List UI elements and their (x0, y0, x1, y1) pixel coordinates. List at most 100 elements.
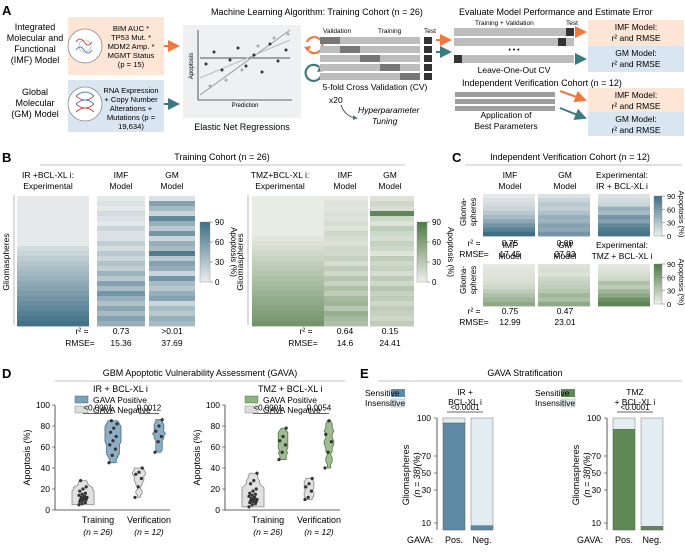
svg-text:0.09: 0.09 (557, 238, 574, 248)
data-point (307, 482, 311, 486)
heatmap-cell (538, 231, 590, 237)
data-point (253, 495, 257, 499)
hyper-arrow (340, 104, 358, 121)
b-heatmaps (17, 196, 414, 327)
heatmap-cell (538, 223, 590, 228)
legend-sensitive-swatch (561, 389, 575, 397)
heatmap-cell (17, 251, 89, 257)
svg-text:r² and RMSE: r² and RMSE (611, 101, 660, 111)
heatmap-cell (252, 281, 324, 287)
x-category-label: Neg. (472, 535, 491, 545)
p-value-label: <0.0001 (450, 403, 480, 412)
svg-text:Experimental:: Experimental: (596, 240, 648, 250)
heatmap-cell (97, 276, 145, 282)
heatmap-cell (370, 321, 414, 327)
bp-arrow-teal (559, 107, 587, 120)
heatmap-cell (598, 293, 650, 298)
svg-text:Best Parameters: Best Parameters (474, 121, 537, 131)
panel-e-title: GAVA Stratification (487, 368, 562, 378)
heatmap-cell (538, 264, 590, 269)
svg-text:r² =: r² = (468, 306, 481, 316)
heatmap-cell (97, 311, 145, 317)
data-point (84, 485, 88, 489)
data-point (255, 471, 259, 475)
hyper-label: Hyperparameter Tuning (358, 105, 421, 126)
y-tick-label: 20 (211, 484, 221, 494)
heatmap-cell (324, 231, 368, 237)
svg-text:0.64: 0.64 (337, 326, 354, 336)
data-point (281, 434, 285, 439)
heatmap-cell (97, 271, 145, 277)
heatmap-cell (598, 231, 650, 237)
svg-text:RMSE=: RMSE= (459, 249, 489, 259)
data-point (79, 495, 83, 499)
data-point (80, 502, 84, 506)
heatmap-cell (149, 201, 195, 207)
data-point (326, 450, 330, 454)
b-right-scale: 90 60 30 0 Apoptosis (%) (416, 218, 455, 287)
heatmap-cell (370, 296, 414, 302)
data-point (160, 418, 164, 422)
bar-sensitive (640, 526, 664, 531)
heatmap-cell (17, 291, 89, 297)
heatmap-cell (538, 285, 590, 290)
x-group-label: Verification (127, 515, 171, 525)
c-top-stats: r² = RMSE= 0.75 17.45 0.09 27.93 (459, 238, 576, 259)
svg-text:IMF: IMF (114, 170, 129, 180)
svg-text:0.73: 0.73 (113, 326, 130, 336)
heatmap-cell (483, 280, 535, 286)
svg-text:Mutations (p =: Mutations (p = (107, 113, 156, 122)
prediction-axis-label: Prediction (232, 103, 259, 109)
heatmap-cell (538, 210, 590, 216)
data-point (253, 492, 257, 496)
scale-tick-label: 0 (432, 278, 437, 287)
heatmap-cell (370, 291, 414, 297)
legend-positive-swatch (74, 395, 89, 404)
heatmap-cell (370, 251, 414, 257)
heatmap-cell (483, 198, 535, 203)
svg-text:27.93: 27.93 (554, 249, 576, 259)
legend-negative-label: GAVA Negative (263, 405, 321, 415)
heatmap-cell (149, 316, 195, 322)
y-tick-label: 100 (206, 400, 220, 410)
b-left-headers: IR +BCL-XL i: Experimental IMF Model GM … (22, 170, 184, 191)
heatmap-cell (97, 256, 145, 262)
heatmap-cell (252, 196, 324, 202)
loo-label: Leave-One-Out CV (478, 65, 551, 75)
x-group-label: Verification (297, 515, 341, 525)
svg-text:Model: Model (553, 181, 576, 191)
b-right-headers: TMZ+BCL-XL i: Experimental IMF Model GM … (251, 170, 402, 191)
heatmap-cell (252, 211, 324, 217)
heatmap-cell (149, 281, 195, 287)
heatmap-cell (252, 276, 324, 282)
best-param-row (455, 106, 555, 111)
heatmap-cell (97, 291, 145, 297)
heatmap-cell (370, 301, 414, 307)
panel-d-title: GBM Apoptotic Vulnerability Assessment (… (103, 368, 297, 378)
legend-insensitive-label: Insensitive (365, 398, 405, 408)
data-point (81, 487, 85, 491)
best-params-label: Application of (480, 110, 532, 120)
best-param-row (455, 99, 555, 104)
imf-cell-icon (67, 28, 103, 64)
heatmap-cell (324, 236, 368, 242)
imf-result2-box (588, 88, 684, 112)
heatmap-cell (538, 202, 590, 207)
svg-text:0.47: 0.47 (557, 306, 574, 316)
scale-tick-label: 90 (667, 260, 675, 269)
loo-diagram: Training + Validation Test • • • (454, 20, 578, 63)
cv-validation-block (320, 37, 340, 44)
scale-tick-label: 60 (667, 205, 675, 214)
y-tick-label: 20 (41, 484, 51, 494)
heatmap-cell (483, 202, 535, 207)
heatmap-cell (252, 241, 324, 247)
data-point (254, 487, 258, 491)
p-value-label: <0.0001 (620, 403, 650, 412)
y-tick-label: 70 (592, 451, 602, 461)
heatmap-cell (324, 281, 368, 287)
scale-tick-label: 60 (215, 238, 224, 247)
heatmap-cell (598, 194, 650, 199)
heatmap-cell (252, 216, 324, 222)
data-point (283, 443, 287, 447)
svg-text:Tuning: Tuning (372, 116, 398, 126)
